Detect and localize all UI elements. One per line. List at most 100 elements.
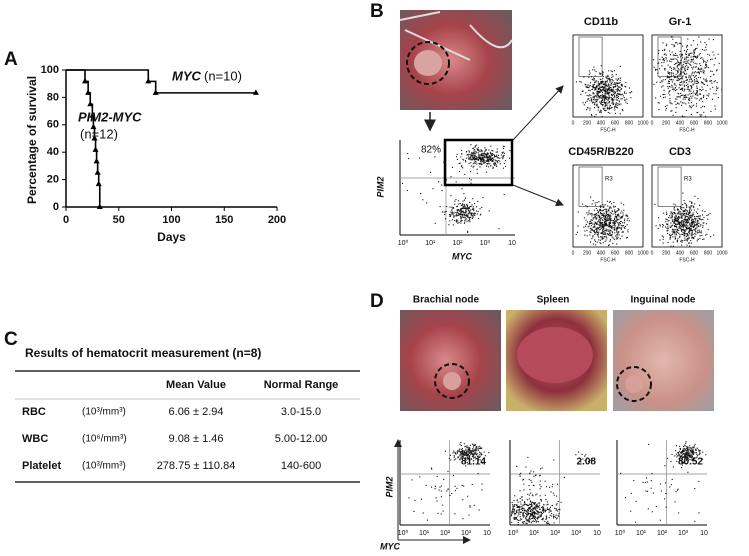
dot	[541, 512, 542, 513]
log-tick-label: 10¹	[529, 530, 540, 537]
dot	[662, 57, 663, 58]
dot	[696, 63, 697, 64]
dot	[679, 217, 680, 218]
dot	[630, 511, 631, 512]
dot	[692, 92, 693, 93]
dot	[692, 237, 693, 238]
dot	[607, 81, 608, 82]
dot	[678, 452, 679, 453]
dot	[686, 219, 687, 220]
dot	[695, 444, 696, 445]
row-unit: (10³/mm³)	[82, 407, 126, 418]
dot	[467, 221, 468, 222]
dot	[576, 234, 577, 235]
dot	[684, 97, 685, 98]
row-unit: (10³/mm³)	[82, 461, 126, 472]
dot	[523, 484, 524, 485]
dot	[719, 63, 720, 64]
dot	[611, 228, 612, 229]
dot	[677, 221, 678, 222]
dot	[693, 221, 694, 222]
dot	[687, 219, 688, 220]
dot	[608, 94, 609, 95]
dot	[674, 223, 675, 224]
dot	[583, 227, 584, 228]
dot	[671, 44, 672, 45]
dot	[681, 453, 682, 454]
dot	[625, 226, 626, 227]
dot	[665, 79, 666, 80]
dot	[674, 213, 675, 214]
y-tick-label: 100	[41, 64, 59, 76]
dot	[703, 73, 704, 74]
gate	[579, 37, 602, 76]
dot	[666, 214, 667, 215]
dot	[703, 83, 704, 84]
dot	[604, 223, 605, 224]
dot	[717, 82, 718, 83]
dot	[626, 237, 627, 238]
dot	[675, 42, 676, 43]
dot	[705, 63, 706, 64]
dot	[690, 85, 691, 86]
dot	[684, 90, 685, 91]
dot	[420, 193, 421, 194]
dot	[488, 161, 489, 162]
x-tick-label: 50	[113, 214, 125, 226]
dot	[527, 457, 528, 458]
dot	[594, 93, 595, 94]
dot	[676, 229, 677, 230]
dot	[496, 155, 497, 156]
dot	[588, 210, 589, 211]
dot	[478, 218, 479, 219]
dot	[659, 102, 660, 103]
dot	[666, 108, 667, 109]
dot	[689, 454, 690, 455]
dot	[679, 224, 680, 225]
dot	[607, 201, 608, 202]
dot	[547, 521, 548, 522]
dot	[621, 203, 622, 204]
dot	[528, 510, 529, 511]
subplot-title: CD11b	[584, 16, 619, 28]
fsc-axis-label: FSC-H	[600, 127, 616, 133]
dot	[600, 218, 601, 219]
dot	[602, 94, 603, 95]
dot	[617, 222, 618, 223]
dot	[469, 158, 470, 159]
dot	[686, 225, 687, 226]
dot	[618, 231, 619, 232]
dot	[675, 98, 676, 99]
fsc-tick-label: 400	[676, 250, 685, 256]
dot	[679, 84, 680, 85]
dot	[475, 449, 476, 450]
dot	[691, 452, 692, 453]
dot	[690, 223, 691, 224]
dot	[601, 228, 602, 229]
dot	[684, 50, 685, 51]
dot	[543, 512, 544, 513]
dot	[539, 515, 540, 516]
dot	[693, 54, 694, 55]
subplot-title: CD3	[669, 146, 691, 158]
spleen	[517, 327, 593, 383]
dot	[702, 452, 703, 453]
dot	[553, 493, 554, 494]
dot	[699, 205, 700, 206]
dot	[691, 88, 692, 89]
dot	[552, 505, 553, 506]
dot	[596, 218, 597, 219]
dot	[693, 452, 694, 453]
dot	[586, 87, 587, 88]
dot	[613, 92, 614, 93]
dot	[686, 47, 687, 48]
fsc-tick-label: 600	[611, 250, 620, 256]
dot	[691, 79, 692, 80]
dot	[606, 93, 607, 94]
dot	[687, 447, 688, 448]
dot	[688, 222, 689, 223]
dot	[669, 72, 670, 73]
dot	[603, 210, 604, 211]
dot	[608, 231, 609, 232]
dot	[676, 55, 677, 56]
